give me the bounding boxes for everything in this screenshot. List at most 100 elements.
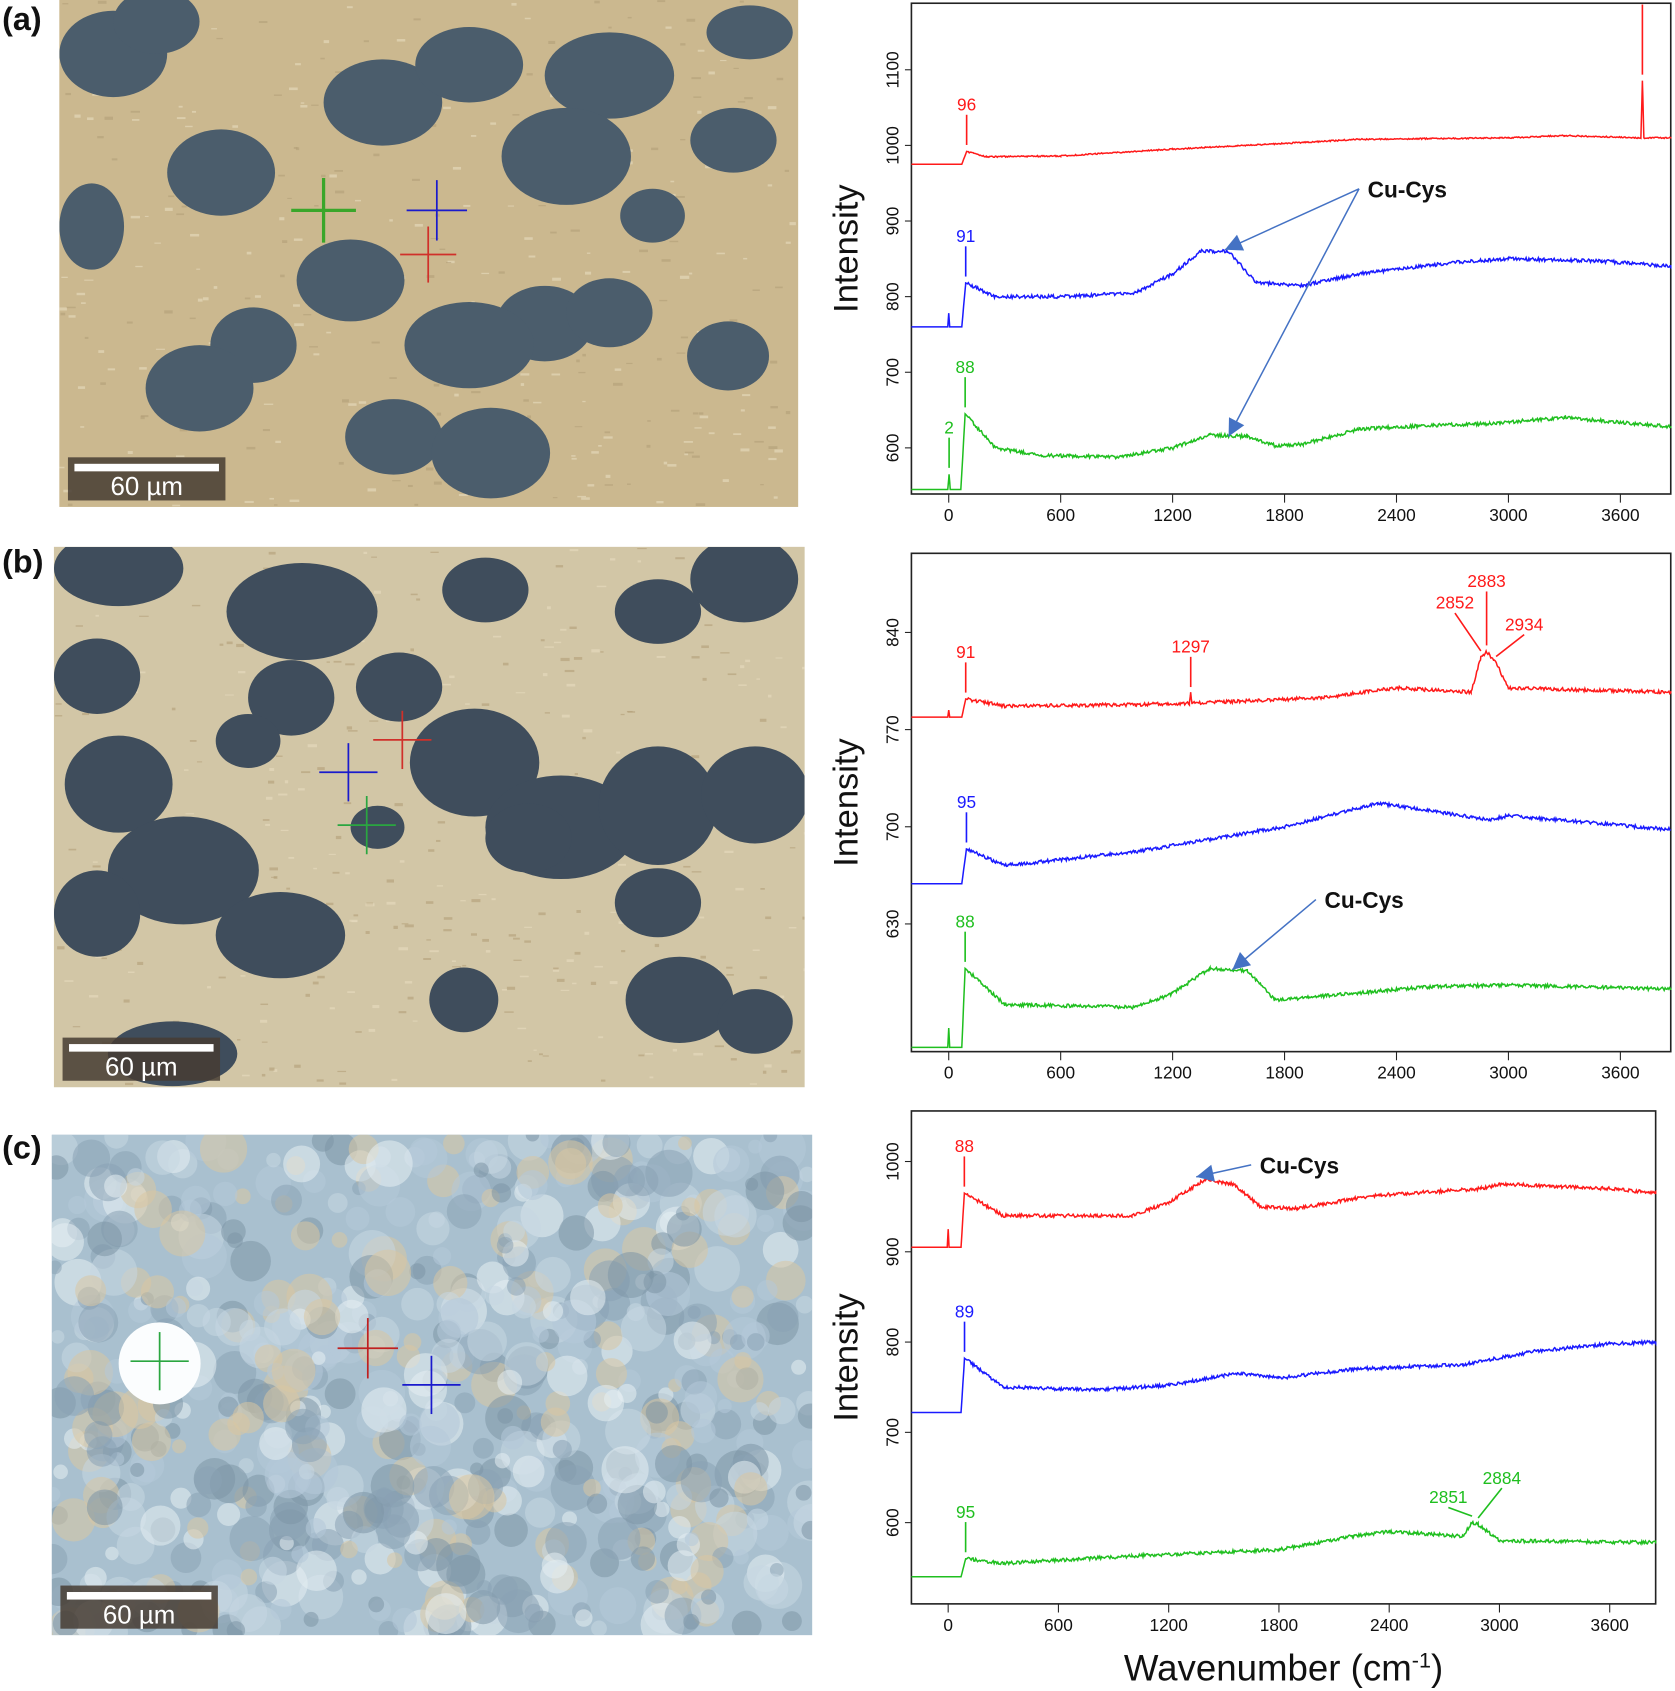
grain — [485, 1286, 505, 1306]
grain — [128, 451, 133, 454]
grain — [780, 726, 786, 728]
grain — [533, 402, 541, 404]
grain — [460, 900, 465, 901]
grain — [538, 912, 545, 915]
grain — [610, 558, 615, 560]
grain — [69, 849, 77, 851]
grain — [512, 1295, 536, 1319]
x-tick-label: 600 — [1046, 505, 1075, 525]
grain — [598, 1036, 603, 1038]
grain — [521, 383, 524, 386]
y-tick-label: 840 — [882, 618, 902, 647]
grain — [704, 624, 712, 626]
grain — [426, 939, 431, 940]
y-tick-label: 600 — [882, 433, 902, 462]
x-tick-label: 600 — [1044, 1615, 1073, 1635]
grain — [748, 1140, 762, 1154]
grain — [482, 939, 489, 942]
annotation-label: Cu-Cys — [1368, 176, 1447, 202]
grain — [524, 927, 532, 928]
grain — [397, 39, 405, 41]
grain — [387, 879, 394, 882]
grain — [241, 1569, 258, 1586]
grain — [311, 105, 318, 106]
grain — [731, 1058, 737, 1060]
grain — [760, 976, 767, 979]
grain — [693, 1053, 703, 1056]
grain — [449, 676, 454, 679]
grain — [560, 658, 569, 661]
grain — [504, 1011, 513, 1012]
grain — [463, 205, 470, 207]
grain — [299, 1464, 315, 1480]
peak-marker — [1496, 635, 1524, 657]
grain — [685, 452, 694, 454]
grain — [317, 767, 324, 770]
particle — [59, 183, 124, 269]
particle — [701, 746, 805, 843]
micrograph-texture — [59, 0, 798, 507]
particle — [167, 129, 275, 215]
grain — [216, 38, 222, 39]
grain — [646, 1401, 668, 1423]
spectrum-line-red — [911, 81, 1670, 165]
particle — [599, 746, 718, 865]
grain — [368, 488, 377, 491]
grain — [621, 714, 625, 715]
plot-frame — [911, 1111, 1655, 1604]
grain — [709, 432, 715, 434]
grain — [329, 854, 336, 855]
grain — [246, 447, 255, 450]
grain — [434, 482, 442, 485]
grain — [553, 969, 559, 971]
grain — [365, 903, 374, 906]
grain — [301, 102, 304, 103]
grain — [720, 60, 726, 61]
grain — [404, 1333, 422, 1351]
grain — [440, 249, 446, 250]
grain — [271, 877, 277, 878]
grain — [552, 278, 561, 281]
grain — [165, 208, 173, 211]
spectrum-line-green — [911, 967, 1670, 1047]
grain — [339, 1082, 346, 1084]
grain — [97, 136, 103, 138]
grain — [240, 975, 245, 977]
grain — [684, 441, 693, 443]
grain — [470, 1463, 483, 1476]
grain — [276, 756, 282, 757]
arrowhead-icon — [1196, 1165, 1215, 1182]
grain — [760, 888, 764, 890]
peak-label: 95 — [956, 1502, 975, 1522]
grain — [393, 926, 397, 929]
grain — [411, 594, 418, 596]
grain — [145, 1140, 180, 1175]
grain — [219, 977, 226, 979]
x-tick-label: 3600 — [1601, 1063, 1639, 1083]
grain — [623, 271, 631, 273]
grain — [691, 1419, 716, 1444]
grain — [414, 504, 418, 506]
grain — [507, 987, 515, 990]
y-tick-label: 600 — [882, 1508, 902, 1537]
grain — [559, 1215, 595, 1251]
grain — [402, 923, 409, 924]
grain — [328, 1193, 348, 1213]
grain — [560, 629, 566, 631]
grain — [804, 968, 805, 971]
grain — [508, 206, 514, 207]
annotation-arrow — [1232, 900, 1316, 970]
grain — [594, 966, 603, 968]
peak-label: 91 — [956, 226, 975, 246]
grain — [757, 1280, 778, 1301]
grain — [52, 1487, 61, 1502]
grain — [697, 111, 701, 114]
grain — [426, 901, 433, 904]
grain — [598, 445, 602, 447]
grain — [462, 965, 466, 967]
grain — [621, 950, 625, 952]
grain — [535, 1257, 571, 1293]
grain — [89, 995, 98, 997]
grain — [320, 58, 324, 60]
grain — [733, 433, 741, 435]
